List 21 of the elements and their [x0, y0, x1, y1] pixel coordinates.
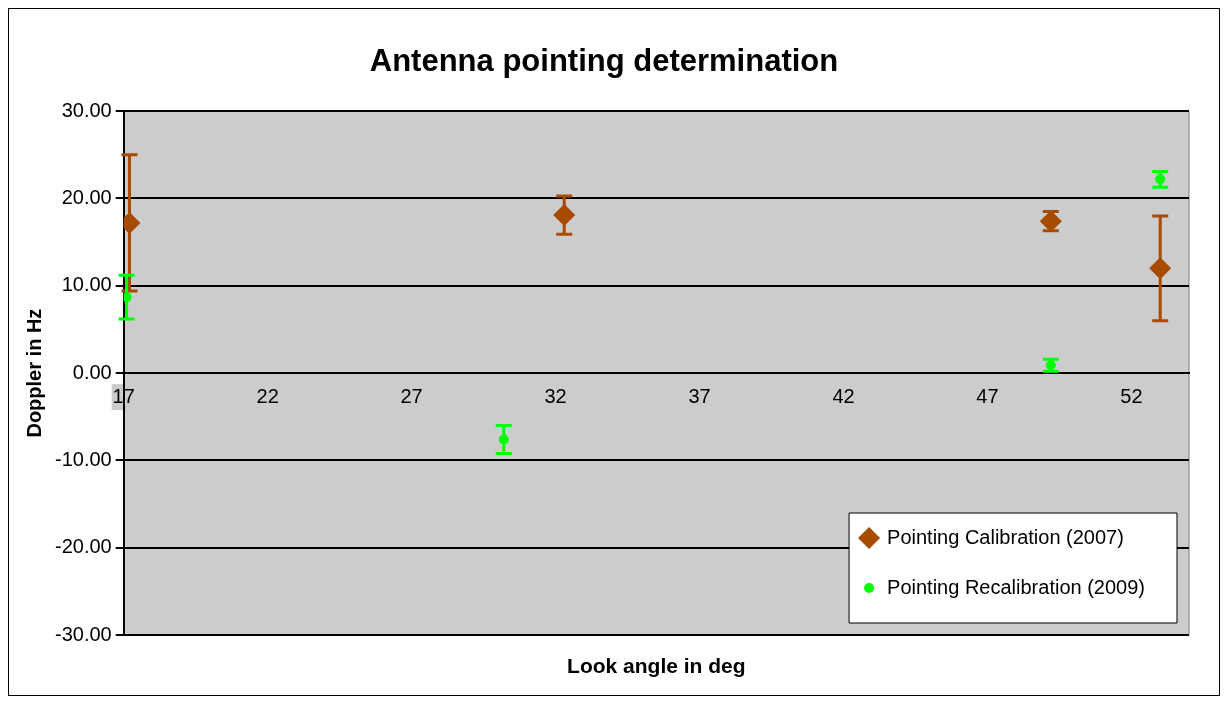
- y-tick-label: -10.00: [54, 447, 112, 470]
- x-tick-label: 47: [976, 384, 999, 407]
- chart-title: Antenna pointing determination: [369, 43, 839, 79]
- x-tick-label: 27: [400, 384, 423, 407]
- point: [553, 204, 576, 227]
- x-tick-label: 37: [688, 384, 711, 407]
- legend-label: Pointing Recalibration (2009): [887, 575, 1146, 598]
- x-axis-title: Look angle in deg: [567, 653, 746, 677]
- y-tick-label: 0.00: [72, 360, 112, 383]
- y-tick-label: -30.00: [54, 622, 112, 645]
- y-tick-label: -20.00: [54, 535, 112, 558]
- point: [1149, 257, 1172, 280]
- legend-label: Pointing Calibration (2007): [887, 525, 1124, 548]
- x-tick-label: 22: [256, 384, 279, 407]
- y-tick-label: 30.00: [61, 98, 112, 121]
- y-axis-title: Doppler in Hz: [22, 308, 45, 438]
- y-tick-label: 20.00: [61, 186, 112, 209]
- x-tick-label: 42: [832, 384, 855, 407]
- x-tick-label: 32: [544, 384, 567, 407]
- y-tick-label: 10.00: [61, 273, 112, 296]
- x-tick-label: 52: [1120, 384, 1143, 407]
